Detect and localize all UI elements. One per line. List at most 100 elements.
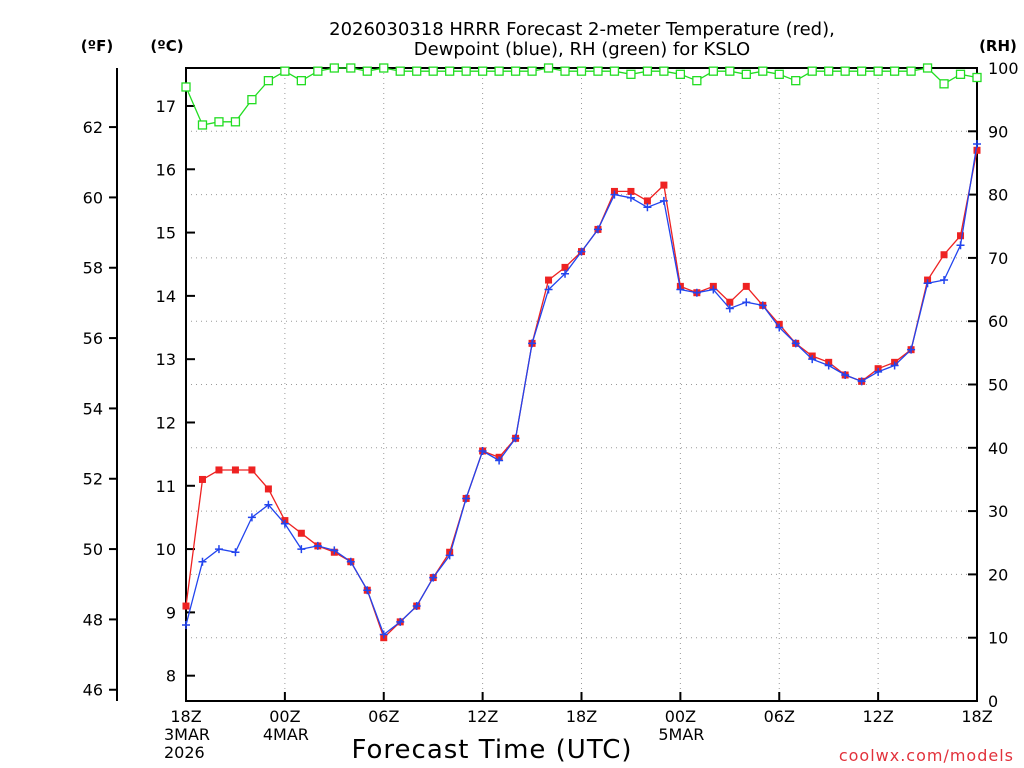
fahrenheit-tick-label: 62 xyxy=(83,118,103,137)
rh-point xyxy=(725,66,735,76)
rh-point xyxy=(362,66,372,76)
rh-point xyxy=(263,76,274,86)
dewpoint-point xyxy=(231,548,240,557)
rh-point xyxy=(659,66,669,76)
dewpoint-point xyxy=(313,541,322,550)
rh-point xyxy=(642,66,653,76)
dewpoint-point xyxy=(363,586,372,595)
rh-point xyxy=(972,72,982,83)
rh-point xyxy=(758,66,768,76)
rh-point xyxy=(477,66,488,76)
rh-point xyxy=(230,117,241,127)
dewpoint-point xyxy=(445,551,454,560)
grid-lines xyxy=(186,68,977,701)
dewpoint-point xyxy=(182,621,190,630)
rh-tick-label: 90 xyxy=(988,122,1008,141)
temperature-point xyxy=(264,485,272,493)
dewpoint-point xyxy=(841,371,850,380)
axes: 46 48 50 52 54 56 58 60 62 8 9 10 11 12 13 14 15 16 17 0 10 2… xyxy=(83,59,1019,762)
celsius-tick-label: 11 xyxy=(156,477,176,496)
dewpoint-point xyxy=(626,193,635,202)
fahrenheit-tick-label: 52 xyxy=(83,470,103,489)
dewpoint-point xyxy=(412,602,421,611)
dewpoint-point xyxy=(264,500,273,509)
temperature-point xyxy=(198,475,206,483)
fahrenheit-tick-label: 50 xyxy=(83,540,103,559)
rh-point xyxy=(791,76,801,86)
x-tick-label: 12Z xyxy=(862,707,893,726)
x-tick-label: 18Z xyxy=(961,707,992,726)
dewpoint-point xyxy=(709,285,718,294)
dewpoint-point xyxy=(742,298,751,307)
x-tick-label: 06Z xyxy=(368,707,399,726)
rh-tick-label: 10 xyxy=(988,629,1008,648)
celsius-tick-label: 13 xyxy=(156,350,176,369)
dewpoint-point xyxy=(808,355,817,364)
x-tick-date-label: 5MAR xyxy=(658,725,704,744)
rh-point xyxy=(461,66,471,76)
rh-point xyxy=(955,69,966,79)
rh-tick-label: 60 xyxy=(988,312,1008,331)
dewpoint-point xyxy=(824,361,833,370)
dewpoint-point xyxy=(478,446,487,455)
rh-tick-label: 50 xyxy=(988,376,1008,395)
rh-point xyxy=(197,120,208,130)
dewpoint-point xyxy=(379,630,388,639)
temperature-point xyxy=(297,529,305,537)
dewpoint-point xyxy=(857,377,866,386)
temperature-point xyxy=(742,282,750,290)
temperature-point xyxy=(561,263,569,271)
celsius-axis-unit: (ºC) xyxy=(150,37,183,55)
temperature-point xyxy=(545,276,553,284)
rh-point xyxy=(922,63,933,73)
dewpoint-point xyxy=(214,545,223,554)
rh-point xyxy=(873,66,883,76)
rh-point xyxy=(576,66,587,76)
rh-point xyxy=(543,63,554,73)
dewpoint-point xyxy=(610,190,619,199)
temperature-point xyxy=(215,466,223,474)
dewpoint-point xyxy=(495,456,504,465)
rh-tick-label: 30 xyxy=(988,502,1008,521)
rh-tick-label: 80 xyxy=(988,186,1008,205)
rh-point xyxy=(840,66,850,76)
dewpoint-point xyxy=(907,345,916,354)
fahrenheit-tick-label: 46 xyxy=(83,681,103,700)
rh-point xyxy=(939,79,949,89)
x-tick-label: 00Z xyxy=(269,707,300,726)
temperature-point xyxy=(643,197,651,205)
fahrenheit-tick-label: 48 xyxy=(83,610,103,629)
rh-point xyxy=(296,76,307,86)
dewpoint-point xyxy=(396,617,405,626)
fahrenheit-tick-label: 60 xyxy=(83,188,103,207)
x-tick-label: 18Z xyxy=(170,707,201,726)
rh-point xyxy=(379,63,389,73)
rh-point xyxy=(247,95,257,105)
fahrenheit-tick-label: 58 xyxy=(83,259,103,278)
rh-point xyxy=(692,76,702,86)
dewpoint-point xyxy=(940,276,949,285)
rh-point xyxy=(626,69,636,79)
x-tick-label: 12Z xyxy=(467,707,498,726)
dewpoint-point xyxy=(874,367,883,376)
dewpoint-point xyxy=(890,361,899,370)
fahrenheit-axis-unit: (ºF) xyxy=(81,37,113,55)
credit-text: coolwx.com/models xyxy=(839,746,1014,765)
rh-point xyxy=(428,66,438,76)
dewpoint-point xyxy=(346,557,355,566)
x-tick-label: 06Z xyxy=(764,707,795,726)
rh-point xyxy=(280,66,290,76)
x-tick-label: 00Z xyxy=(665,707,696,726)
chart-title-line-1: 2026030318 HRRR Forecast 2-meter Tempera… xyxy=(329,19,835,40)
temperature-point xyxy=(627,187,635,195)
dewpoint-point xyxy=(593,225,602,234)
rh-tick-label: 70 xyxy=(988,249,1008,268)
dewpoint-point xyxy=(758,301,767,310)
rh-point xyxy=(313,66,323,76)
rh-point xyxy=(889,66,900,76)
dewpoint-point xyxy=(775,323,784,332)
dewpoint-point xyxy=(643,203,652,212)
dewpoint-point xyxy=(956,241,965,250)
rh-point xyxy=(445,66,455,76)
